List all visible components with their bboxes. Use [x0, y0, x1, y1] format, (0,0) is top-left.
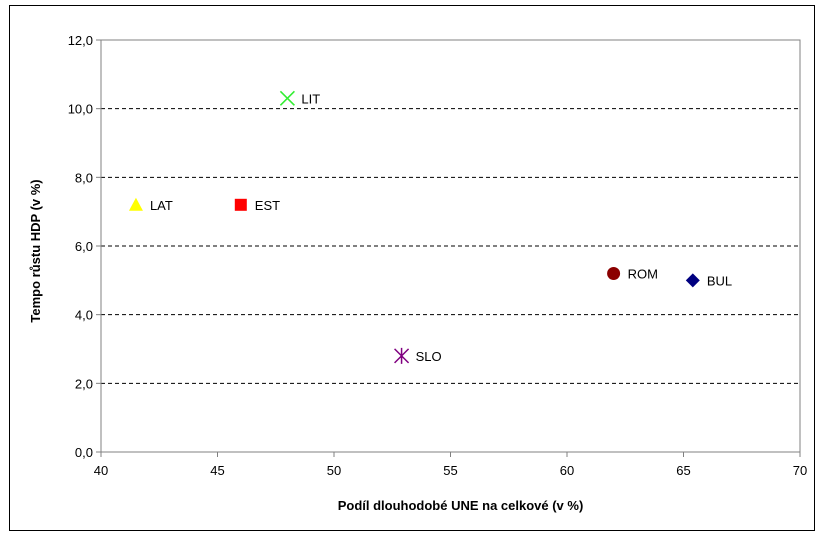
point-slo: SLO: [394, 347, 442, 364]
y-tick-label: 4,0: [75, 308, 93, 323]
x-marker: [279, 90, 295, 106]
x-tick-label: 55: [443, 463, 457, 478]
point-label: EST: [255, 198, 280, 213]
asterisk-marker: [394, 347, 410, 364]
point-label: LIT: [301, 91, 320, 106]
grid-lines: [101, 108, 800, 384]
diamond-marker: [685, 273, 700, 288]
plot-area: [100, 39, 801, 453]
y-axis-ticks: 0,0 2,0 4,0 6,0 8,0 10,0 12,0: [68, 33, 101, 460]
y-tick-label: 12,0: [68, 33, 93, 48]
x-tick-label: 40: [94, 463, 108, 478]
x-axis-ticks: 40 45 50 55 60 65 70: [94, 452, 807, 478]
triangle-marker: [128, 197, 143, 211]
x-axis-title: Podíl dlouhodobé UNE na celkové (v %): [338, 498, 584, 513]
y-tick-label: 6,0: [75, 239, 93, 254]
point-label: BUL: [707, 273, 732, 288]
square-marker: [234, 198, 247, 211]
point-lat: LAT: [128, 197, 173, 213]
point-label: ROM: [628, 266, 658, 281]
data-points: LIT LAT EST ROM BUL SLO: [128, 90, 732, 364]
point-rom: ROM: [607, 266, 658, 281]
point-lit: LIT: [279, 90, 320, 106]
y-axis-title: Tempo růstu HDP (v %): [28, 179, 43, 322]
y-tick-label: 0,0: [75, 445, 93, 460]
x-tick-label: 50: [327, 463, 341, 478]
chart-frame: [9, 5, 815, 531]
x-tick-label: 45: [210, 463, 224, 478]
x-tick-label: 60: [560, 463, 574, 478]
x-tick-label: 70: [793, 463, 807, 478]
point-label: SLO: [416, 349, 442, 364]
y-tick-label: 2,0: [75, 376, 93, 391]
y-tick-label: 10,0: [68, 102, 93, 117]
point-label: LAT: [150, 198, 173, 213]
circle-marker: [607, 266, 621, 280]
x-tick-label: 65: [676, 463, 690, 478]
y-tick-label: 8,0: [75, 170, 93, 185]
point-est: EST: [234, 198, 280, 213]
point-bul: BUL: [685, 273, 732, 288]
